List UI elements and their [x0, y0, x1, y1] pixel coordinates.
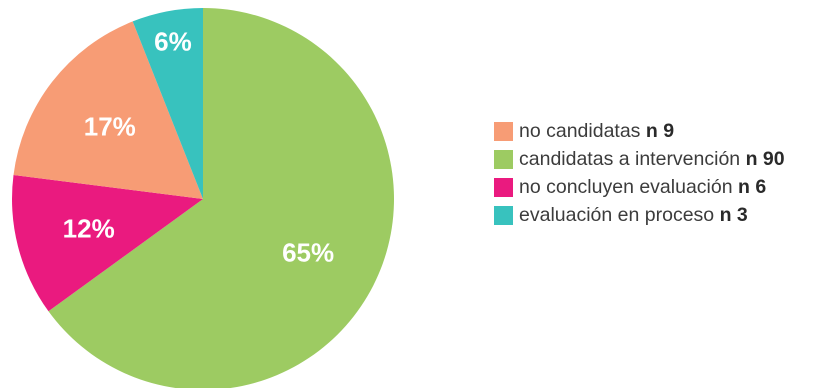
legend-count: n 90 [745, 147, 785, 170]
pie-slices [12, 8, 394, 388]
pie-label-no-concluyen: 12% [63, 213, 115, 243]
legend-swatch [494, 177, 513, 197]
pie-label-candidatas: 65% [282, 238, 334, 268]
legend-label: evaluación en proceso [519, 203, 715, 226]
legend-swatch [494, 205, 513, 225]
legend-item-no-concluyen: no concluyen evaluación n 6 [494, 173, 785, 201]
pie-slice-no-candidatas [13, 21, 204, 199]
pie-slice-candidatas [48, 8, 394, 388]
legend-swatch [494, 149, 513, 169]
legend-count: n 9 [645, 119, 675, 142]
legend: no candidatas n 9 candidatas a intervenc… [494, 117, 785, 229]
pie-label-en-proceso: 6% [154, 26, 192, 56]
pie-slice-no-concluyen [12, 175, 203, 312]
legend-count: n 6 [738, 175, 767, 198]
legend-label: candidatas a intervención [519, 147, 741, 170]
legend-item-no-candidatas: no candidatas n 9 [494, 117, 785, 145]
legend-swatch [494, 121, 513, 141]
legend-label: no concluyen evaluación [519, 175, 733, 198]
legend-count: n 3 [719, 203, 748, 226]
pie-label-no-candidatas: 17% [84, 112, 136, 142]
legend-item-candidatas: candidatas a intervención n 90 [494, 145, 785, 173]
pie-slice-labels: 65% 12% 17% 6% [63, 26, 334, 267]
pie-slice-en-proceso [132, 8, 203, 199]
legend-item-en-proceso: evaluación en proceso n 3 [494, 201, 785, 229]
legend-label: no candidatas [519, 119, 641, 142]
